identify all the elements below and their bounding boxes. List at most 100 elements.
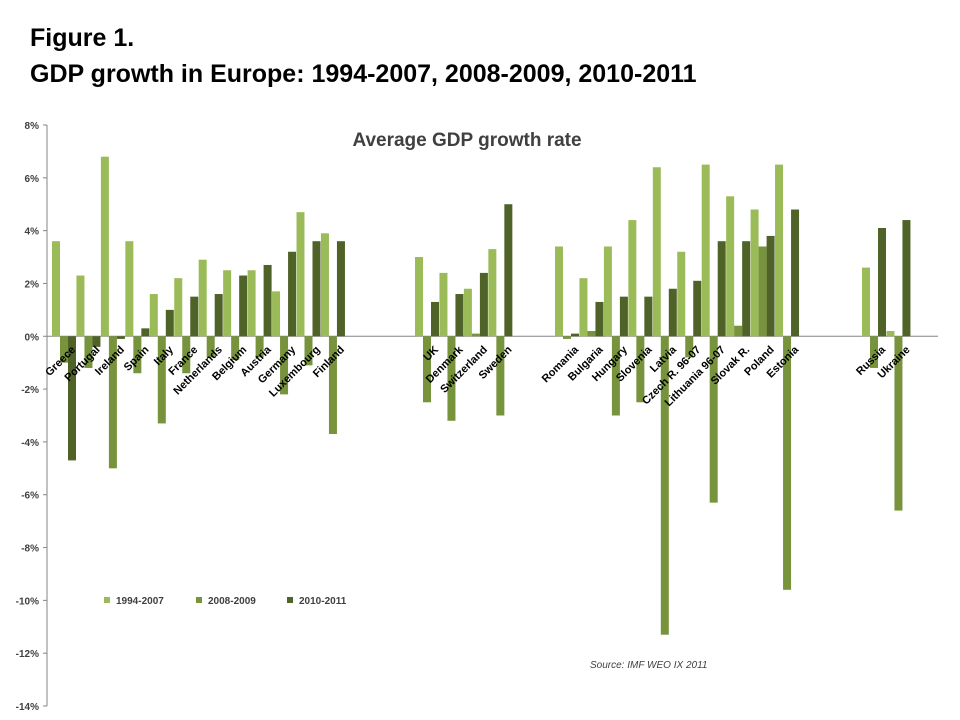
y-tick-label: -6% — [21, 491, 39, 502]
bar-2010-2011 — [263, 264, 272, 337]
bar-2008-2009 — [758, 246, 767, 337]
legend-swatch — [196, 597, 202, 603]
bars — [52, 156, 911, 635]
legend-label: 1994-2007 — [116, 596, 164, 607]
bar-2008-2009 — [636, 336, 645, 403]
bar-2010-2011 — [595, 301, 604, 337]
bar-1994-2007 — [320, 233, 329, 337]
bar-1994-2007 — [415, 257, 423, 337]
bar-2008-2009 — [709, 336, 718, 503]
bar-2010-2011 — [312, 241, 321, 337]
bar-2010-2011 — [902, 220, 911, 337]
bar-1994-2007 — [652, 167, 661, 337]
bar-2010-2011 — [571, 333, 579, 337]
bar-1994-2007 — [198, 259, 207, 337]
y-tick-label: 0% — [25, 332, 40, 343]
bar-1994-2007 — [174, 278, 183, 337]
bar-1994-2007 — [579, 278, 588, 337]
bar-2008-2009 — [304, 336, 313, 366]
y-tick-label: 2% — [25, 279, 40, 290]
y-axis: 8% 6% 4% 2% 0% -2% -4% -6% -8% -10% -12% -14% — [16, 121, 938, 713]
bar-1994-2007 — [149, 294, 158, 337]
bar-2008-2009 — [280, 336, 289, 395]
bar-2008-2009 — [157, 336, 166, 424]
bar-2010-2011 — [190, 296, 199, 337]
bar-2010-2011 — [766, 235, 775, 337]
bar-1994-2007 — [726, 196, 735, 337]
y-tick-label: 8% — [25, 121, 40, 132]
y-tick-label: -14% — [16, 702, 39, 713]
bar-2010-2011 — [742, 241, 751, 337]
bar-2010-2011 — [116, 336, 125, 339]
bar-2008-2009 — [133, 336, 142, 374]
bar-1994-2007 — [775, 164, 784, 337]
chart-title: Average GDP growth rate — [352, 130, 581, 151]
bar-1994-2007 — [701, 164, 710, 337]
bar-2008-2009 — [587, 330, 596, 337]
bar-2010-2011 — [479, 272, 488, 337]
legend-swatch — [104, 597, 110, 603]
bar-1994-2007 — [439, 272, 448, 337]
source-note: Source: IMF WEO IX 2011 — [590, 660, 707, 671]
bar-2010-2011 — [141, 328, 150, 337]
y-tick-label: 4% — [25, 227, 40, 238]
bar-1994-2007 — [125, 241, 134, 337]
bar-2008-2009 — [182, 336, 191, 374]
bar-2010-2011 — [455, 294, 464, 337]
y-tick-label: 6% — [25, 174, 40, 185]
y-tick-label: -4% — [21, 438, 39, 449]
bar-1994-2007 — [603, 246, 612, 337]
bar-2008-2009 — [206, 336, 215, 358]
bar-1994-2007 — [886, 330, 895, 337]
bar-2008-2009 — [894, 336, 903, 511]
bar-2010-2011 — [693, 280, 702, 337]
bar-1994-2007 — [628, 220, 637, 337]
legend-label: 2008-2009 — [208, 596, 256, 607]
legend-label: 2010-2011 — [299, 596, 347, 607]
bar-2010-2011 — [717, 241, 726, 337]
bar-2010-2011 — [288, 251, 297, 337]
bar-2008-2009 — [108, 336, 117, 469]
bar-2010-2011 — [791, 209, 800, 337]
figure-heading: GDP growth in Europe: 1994-2007, 2008-20… — [30, 60, 697, 88]
bar-2008-2009 — [84, 336, 93, 368]
legend-swatch — [287, 597, 293, 603]
legend: 1994-2007 2008-2009 2010-2011 — [104, 596, 347, 607]
bar-2010-2011 — [619, 296, 628, 337]
bar-2008-2009 — [563, 336, 571, 339]
bar-2010-2011 — [644, 296, 653, 337]
bar-1994-2007 — [488, 249, 497, 337]
bar-1994-2007 — [272, 291, 281, 337]
bar-1994-2007 — [52, 241, 60, 337]
bar-2008-2009 — [328, 336, 337, 434]
bar-2008-2009 — [231, 336, 240, 361]
bar-2010-2011 — [431, 301, 439, 337]
bar-1994-2007 — [463, 288, 472, 337]
bar-2010-2011 — [336, 241, 345, 337]
bar-2008-2009 — [496, 336, 505, 416]
bar-1994-2007 — [862, 267, 870, 337]
bar-2008-2009 — [60, 336, 68, 363]
bar-2010-2011 — [668, 288, 677, 337]
bar-1994-2007 — [677, 251, 686, 337]
bar-2008-2009 — [783, 336, 792, 590]
bar-2010-2011 — [92, 336, 101, 347]
bar-2010-2011 — [68, 336, 76, 461]
bar-2010-2011 — [504, 204, 513, 337]
bar-2010-2011 — [165, 309, 174, 337]
bar-2008-2009 — [447, 336, 456, 421]
bar-1994-2007 — [247, 270, 256, 337]
bar-1994-2007 — [555, 246, 563, 337]
bar-1994-2007 — [750, 209, 759, 337]
bar-1994-2007 — [296, 212, 305, 337]
bar-1994-2007 — [223, 270, 232, 337]
bar-2008-2009 — [660, 336, 669, 635]
bar-2010-2011 — [214, 294, 223, 337]
bar-2008-2009 — [471, 333, 480, 337]
y-tick-label: -2% — [21, 385, 39, 396]
y-tick-label: -8% — [21, 544, 39, 555]
bar-1994-2007 — [76, 275, 85, 337]
bar-2008-2009 — [423, 336, 431, 403]
